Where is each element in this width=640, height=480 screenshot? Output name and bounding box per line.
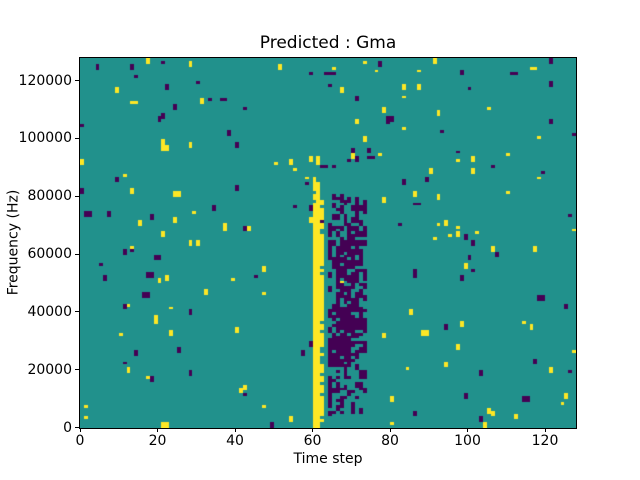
x-tick-mark	[467, 428, 468, 432]
x-tick-label: 0	[75, 433, 85, 449]
x-tick-mark	[234, 428, 236, 432]
y-tick-mark	[75, 253, 79, 255]
x-tick-mark	[157, 428, 158, 432]
y-tick-mark	[75, 369, 79, 371]
y-tick-label: 120000	[18, 72, 72, 89]
x-tick-label: 100	[454, 433, 481, 449]
y-tick-label: 60000	[27, 246, 72, 263]
y-tick-label: 40000	[27, 303, 72, 320]
x-tick-label: 40	[226, 433, 244, 449]
y-tick-label: 80000	[27, 188, 72, 205]
y-tick-label: 0	[63, 419, 72, 436]
y-tick-mark	[75, 311, 79, 313]
x-tick-mark	[389, 428, 391, 432]
x-axis-label: Time step	[293, 451, 363, 467]
x-tick-label: 80	[381, 433, 399, 449]
y-tick-mark	[75, 195, 79, 197]
x-tick-mark	[312, 428, 313, 432]
x-tick-label: 20	[148, 433, 167, 449]
x-tick-label: 120	[531, 433, 559, 449]
x-tick-mark	[79, 428, 81, 432]
heatmap-canvas	[80, 58, 576, 428]
y-tick-label: 20000	[27, 361, 72, 378]
x-tick-mark	[544, 428, 546, 432]
y-tick-label: 100000	[18, 130, 72, 147]
y-tick-mark	[75, 80, 79, 82]
plot-area	[79, 57, 577, 429]
chart-title: Predicted : Gma	[259, 33, 397, 53]
x-tick-label: 60	[303, 433, 322, 449]
y-tick-mark	[75, 137, 79, 139]
y-tick-mark	[75, 427, 79, 428]
